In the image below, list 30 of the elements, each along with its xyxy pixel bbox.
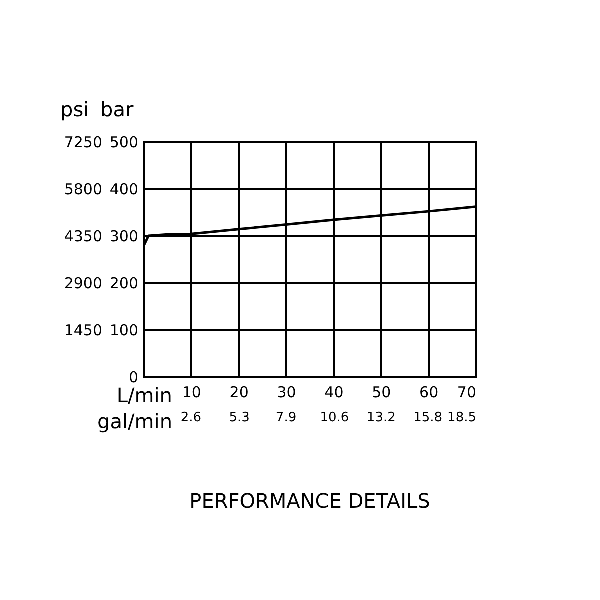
y2-tick-label: 5800 [64, 180, 102, 198]
x-tick-label: 40 [324, 384, 344, 402]
y-axis-title: bar [100, 98, 134, 122]
text: PERFORMANCE DETAILS [190, 489, 430, 513]
x2-tick-label: 18.5 [448, 410, 476, 426]
y2-tick-label: 1450 [64, 322, 102, 340]
y-tick-label: 200 [110, 274, 138, 292]
y-tick-label: 300 [110, 228, 138, 246]
x2-axis-title: gal/min [98, 410, 172, 434]
y-tick-label: 100 [110, 322, 138, 340]
x-tick-label: 30 [277, 384, 296, 402]
x-tick-label: 50 [372, 384, 392, 402]
x-tick-label: 70 [457, 384, 476, 402]
x2-tick-label: 2.6 [180, 410, 202, 426]
x2-tick-label: 15.8 [414, 410, 443, 426]
y-tick-label: 0 [128, 368, 138, 386]
x-tick-label: 20 [230, 384, 249, 402]
x2-tick-label: 10.6 [320, 410, 350, 426]
y2-tick-label: 2900 [64, 274, 102, 292]
x-tick-label: 10 [182, 384, 202, 402]
y-tick-label: 400 [110, 180, 138, 198]
x2-tick-label: 7.9 [276, 410, 297, 426]
x-tick-label: 60 [420, 384, 439, 402]
y2-tick-label: 7250 [64, 134, 102, 152]
x2-tick-label: 5.3 [229, 410, 250, 426]
x2-tick-label: 13.2 [366, 410, 396, 426]
y2-tick-label: 4350 [64, 228, 102, 246]
y2-axis-title: psi [60, 98, 90, 122]
y-tick-label: 500 [110, 134, 138, 152]
x-axis-title: L/min [116, 384, 172, 408]
